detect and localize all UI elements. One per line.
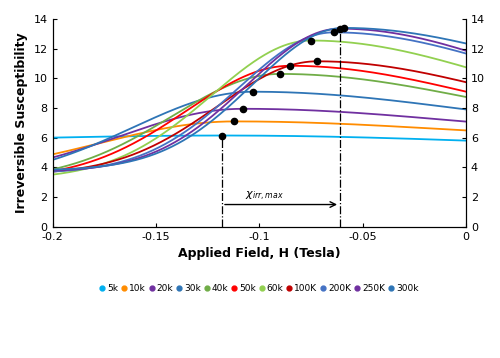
Point xyxy=(330,29,338,35)
Point xyxy=(286,63,294,69)
Text: $\chi_{irr,max}$: $\chi_{irr,max}$ xyxy=(245,190,284,203)
Y-axis label: Irreversible Susceptibility: Irreversible Susceptibility xyxy=(15,33,28,213)
Point xyxy=(307,38,315,43)
Point xyxy=(336,26,344,32)
Point xyxy=(218,133,226,139)
Point xyxy=(238,106,246,112)
Point xyxy=(313,58,321,64)
Legend: 5k, 10k, 20k, 30k, 40k, 50k, 60k, 100K, 200K, 250K, 300k: 5k, 10k, 20k, 30k, 40k, 50k, 60k, 100K, … xyxy=(96,281,422,297)
Point xyxy=(249,89,257,95)
Point xyxy=(230,118,238,124)
Point xyxy=(276,71,284,77)
X-axis label: Applied Field, H (Tesla): Applied Field, H (Tesla) xyxy=(178,247,340,260)
Point xyxy=(340,25,348,31)
